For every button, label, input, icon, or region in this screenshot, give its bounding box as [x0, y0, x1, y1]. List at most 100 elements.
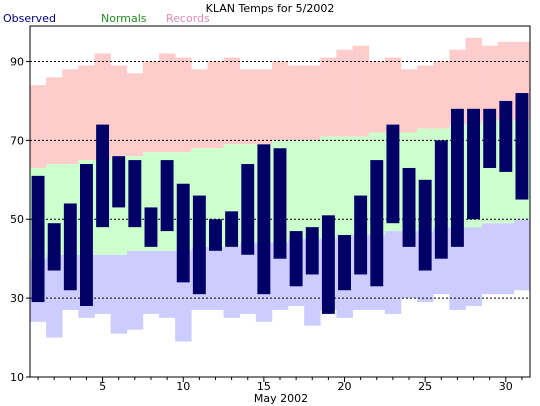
- record-high-bar: [336, 49, 353, 137]
- observed-bar: [96, 124, 110, 228]
- observed-bar: [289, 231, 303, 287]
- record-high-bar: [368, 61, 386, 133]
- observed-bar: [47, 223, 61, 271]
- record-low-bar: [94, 254, 111, 314]
- observed-bar: [370, 160, 384, 287]
- observed-bar: [434, 140, 448, 259]
- record-high-bar: [481, 45, 499, 121]
- observed-bar: [402, 167, 416, 247]
- normal-bar: [320, 136, 337, 239]
- record-high-bar: [175, 57, 192, 153]
- record-high-bar: [159, 53, 176, 153]
- observed-bar: [176, 183, 190, 283]
- record-low-bar: [449, 227, 466, 310]
- record-high-bar: [288, 65, 305, 141]
- observed-bar: [467, 108, 480, 220]
- record-low-bar: [110, 254, 128, 334]
- record-high-bar: [30, 85, 47, 168]
- observed-bar: [80, 164, 93, 307]
- normal-bar: [288, 140, 305, 239]
- record-high-bar: [62, 69, 79, 165]
- x-axis: 5 10 15 20 25 30: [37, 377, 523, 393]
- record-high-bar: [78, 65, 95, 161]
- record-low-bar: [159, 250, 176, 318]
- observed-bar: [483, 108, 497, 168]
- y-tick-label: 30: [10, 292, 24, 305]
- record-high-bar: [352, 45, 370, 137]
- normal-bar: [336, 136, 353, 236]
- x-axis-label: May 2002: [254, 392, 308, 405]
- record-low-bar: [239, 242, 257, 314]
- x-tick-label: 10: [176, 380, 190, 393]
- y-axis: 10 30 50 70 90: [10, 55, 30, 384]
- record-high-bar: [433, 61, 450, 129]
- record-high-bar: [304, 65, 321, 141]
- y-tick-label: 90: [10, 55, 24, 68]
- record-high-bar: [142, 61, 160, 153]
- record-high-bar: [271, 61, 289, 141]
- observed-bar: [160, 160, 174, 232]
- record-high-bar: [320, 57, 337, 137]
- observed-bar: [257, 144, 271, 295]
- observed-bar: [338, 235, 351, 291]
- record-low-bar: [271, 242, 289, 310]
- record-low-bar: [126, 250, 144, 330]
- record-high-bar: [384, 57, 402, 133]
- chart-title: KLAN Temps for 5/2002: [206, 2, 335, 15]
- observed-bar: [241, 164, 255, 255]
- observed-layer: [31, 93, 529, 314]
- observed-bar: [63, 203, 77, 291]
- observed-bar: [321, 215, 335, 314]
- x-tick-label: 5: [99, 380, 106, 393]
- observed-bar: [386, 124, 400, 224]
- observed-bar: [209, 219, 222, 251]
- record-high-bar: [110, 65, 128, 157]
- record-high-bar: [207, 61, 224, 149]
- record-high-bar: [449, 49, 466, 125]
- x-tick-label: 25: [418, 380, 432, 393]
- record-low-bar: [46, 254, 63, 338]
- record-high-bar: [400, 69, 418, 133]
- record-low-bar: [513, 219, 531, 291]
- record-low-bar: [207, 246, 224, 310]
- record-high-bar: [239, 69, 257, 145]
- y-tick-label: 50: [10, 213, 24, 226]
- x-tick-label: 15: [257, 380, 271, 393]
- x-tick-label: 30: [499, 380, 513, 393]
- record-low-bar: [481, 223, 499, 295]
- record-high-bar: [126, 73, 144, 157]
- y-tick-label: 10: [10, 371, 24, 384]
- legend: Observed Normals Records: [3, 12, 210, 25]
- record-high-bar: [417, 65, 434, 129]
- record-low-bar: [223, 246, 240, 318]
- observed-bar: [112, 156, 126, 208]
- legend-records: Records: [166, 12, 210, 25]
- record-low-bar: [497, 223, 515, 295]
- legend-normals: Normals: [101, 12, 147, 25]
- observed-bar: [273, 148, 287, 259]
- record-low-bar: [384, 231, 402, 314]
- observed-bar: [450, 108, 464, 247]
- y-tick-label: 70: [10, 134, 24, 147]
- observed-bar: [31, 175, 45, 303]
- record-high-bar: [223, 57, 240, 145]
- x-tick-label: 20: [338, 380, 352, 393]
- record-high-bar: [46, 77, 63, 165]
- observed-bar: [418, 179, 432, 271]
- normal-bar: [304, 140, 321, 239]
- record-high-bar: [191, 69, 208, 149]
- observed-bar: [499, 100, 513, 172]
- legend-observed: Observed: [3, 12, 56, 25]
- record-high-bar: [465, 37, 482, 125]
- observed-bar: [192, 195, 206, 295]
- observed-bar: [128, 160, 142, 228]
- observed-bar: [144, 207, 158, 247]
- observed-bar: [515, 93, 529, 200]
- observed-bar: [354, 195, 368, 275]
- record-low-bar: [400, 231, 418, 299]
- observed-bar: [305, 227, 319, 275]
- observed-bar: [225, 211, 239, 247]
- record-low-bar: [465, 227, 482, 307]
